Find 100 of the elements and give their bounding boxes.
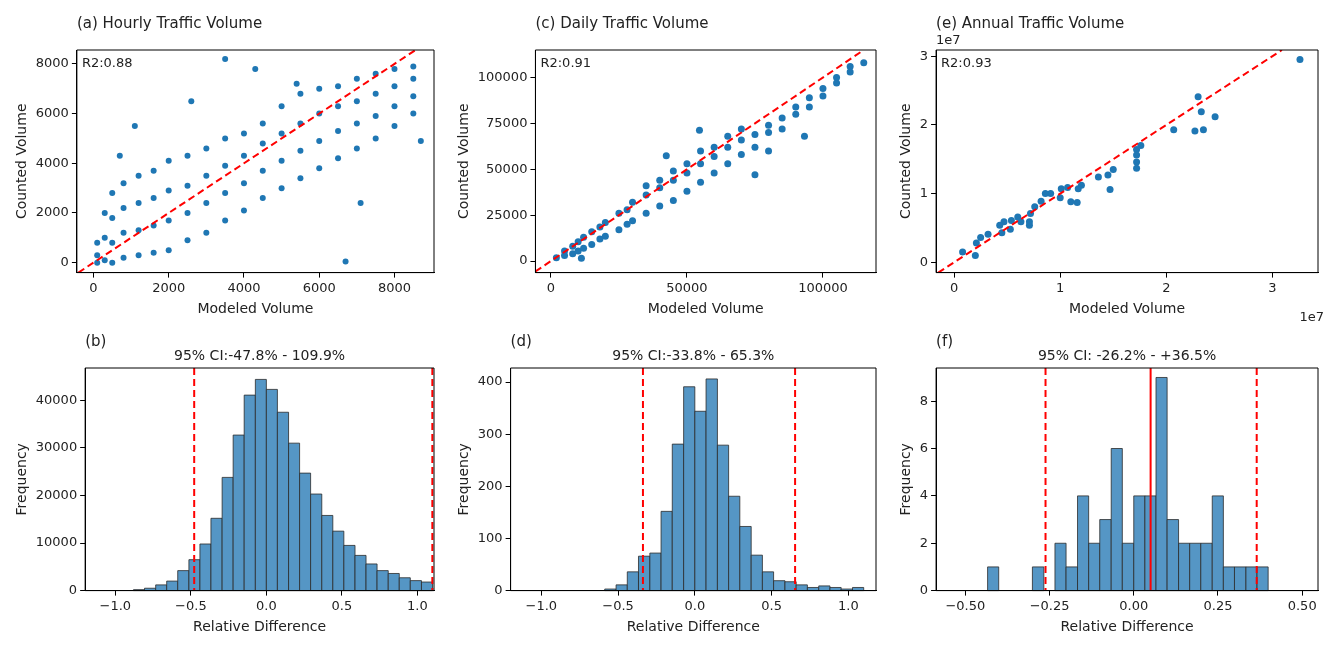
point	[1211, 113, 1219, 121]
point	[971, 251, 979, 259]
chart-title: (d)	[510, 332, 532, 350]
point	[1073, 199, 1081, 207]
annotation: R2:0.93	[941, 55, 992, 70]
point	[977, 234, 985, 242]
y-tick-label: 300	[477, 425, 503, 441]
point	[1074, 185, 1082, 193]
y-tick-label: 4000	[35, 154, 69, 170]
x-tick-label: 50000	[666, 279, 708, 295]
x-tick-label: −1.0	[99, 597, 132, 613]
chart-subtitle: 95% CI:-33.8% - 65.3%	[612, 347, 775, 363]
text: 1e7	[1299, 308, 1324, 324]
y-tick-label: 25000	[486, 206, 528, 222]
point	[1133, 164, 1141, 172]
point	[1133, 158, 1141, 166]
y-tick-label: 100	[477, 529, 503, 545]
text: 1e7	[936, 32, 961, 47]
x-tick-label: 0	[949, 279, 959, 295]
point	[1197, 108, 1205, 116]
y-tick-label: 10000	[35, 534, 78, 550]
x-tick-label: 0.50	[1287, 597, 1317, 613]
x-axis-title: Modeled Volume	[647, 300, 764, 317]
y-tick-label: 0	[494, 581, 503, 597]
x-tick-label: 0.25	[1203, 597, 1233, 613]
x-axis-title: Relative Difference	[626, 618, 760, 635]
y-axis-title: Counted Volume	[897, 103, 914, 220]
y-axis-title: Counted Volume	[455, 103, 472, 220]
point	[1057, 185, 1065, 193]
x-tick-label: 0.0	[684, 597, 706, 613]
y-tick-label: 0	[919, 253, 929, 269]
point	[1094, 173, 1102, 181]
point	[996, 221, 1004, 229]
chart-title: (a) Hourly Traffic Volume	[76, 14, 263, 32]
point	[1014, 213, 1022, 221]
point	[1106, 185, 1114, 193]
x-tick-label: −0.5	[175, 597, 207, 613]
y-tick-label: 50000	[486, 160, 528, 176]
y-tick-label: 400	[477, 373, 503, 389]
x-tick-label: 100000	[798, 279, 848, 295]
y-tick-label: 2000	[35, 204, 69, 220]
point	[1194, 93, 1202, 101]
point	[1133, 146, 1141, 154]
x-axis-title: Modeled Volume	[197, 300, 314, 317]
point	[1037, 197, 1045, 205]
y-tick-label: 8	[919, 392, 929, 408]
point	[984, 230, 992, 238]
y-tick-label: 30000	[35, 439, 78, 455]
y-axis-title: Frequency	[455, 443, 472, 516]
y-tick-label: 20000	[35, 486, 78, 502]
point	[972, 239, 980, 247]
chart-title: (b)	[85, 332, 107, 350]
x-tick-label: 1.0	[838, 597, 859, 613]
x-tick-label: 6000	[302, 279, 336, 295]
chart-subtitle: 95% CI:-47.8% - 109.9%	[174, 347, 346, 363]
chart-title: (f)	[936, 332, 954, 350]
x-tick-label: 1.0	[407, 597, 428, 613]
y-tick-label: 2	[919, 116, 929, 132]
x-tick-label: 1	[1056, 279, 1065, 295]
point	[1170, 126, 1178, 134]
y-tick-label: 0	[919, 581, 929, 597]
y-tick-label: 0	[60, 254, 69, 270]
y-tick-label: 0	[519, 252, 528, 268]
point	[1006, 225, 1014, 233]
point	[1104, 171, 1112, 179]
x-tick-label: 0.5	[761, 597, 782, 613]
y-tick-label: 8000	[35, 55, 69, 71]
point	[1056, 194, 1064, 202]
x-tick-label: −0.5	[602, 597, 634, 613]
annotation: R2:0.88	[81, 55, 133, 70]
y-axis-title: Frequency	[13, 443, 30, 516]
chart-title: (e) Annual Traffic Volume	[936, 14, 1125, 32]
annotation: R2:0.91	[540, 55, 592, 70]
point	[1199, 126, 1207, 134]
point	[1007, 216, 1015, 224]
y-tick-label: 200	[477, 477, 503, 493]
point	[1191, 127, 1199, 135]
y-tick-label: 6	[919, 439, 929, 455]
x-tick-label: −1.0	[525, 597, 558, 613]
x-tick-label: 0	[546, 279, 556, 295]
x-tick-label: 0	[89, 279, 98, 295]
x-axis-title: Relative Difference	[193, 618, 327, 635]
x-tick-label: 2	[1162, 279, 1171, 295]
x-tick-label: 4000	[227, 279, 261, 295]
y-tick-label: 1	[919, 184, 929, 200]
y-axis-title: Frequency	[897, 443, 914, 516]
x-tick-label: 8000	[377, 279, 412, 295]
x-tick-label: −0.50	[945, 597, 986, 613]
point	[1041, 190, 1049, 198]
y-tick-label: 40000	[35, 391, 78, 407]
y-tick-label: 0	[68, 581, 78, 597]
x-axis-title: Modeled Volume	[1069, 300, 1186, 317]
x-tick-label: 0.0	[256, 597, 277, 613]
y-tick-label: 2	[919, 534, 929, 550]
y-tick-label: 4	[919, 487, 929, 503]
point	[1031, 203, 1039, 211]
x-tick-label: 0.5	[331, 597, 353, 613]
chart-title: (c) Daily Traffic Volume	[535, 14, 709, 32]
y-tick-label: 6000	[35, 104, 69, 120]
y-tick-label: 100000	[477, 68, 528, 84]
